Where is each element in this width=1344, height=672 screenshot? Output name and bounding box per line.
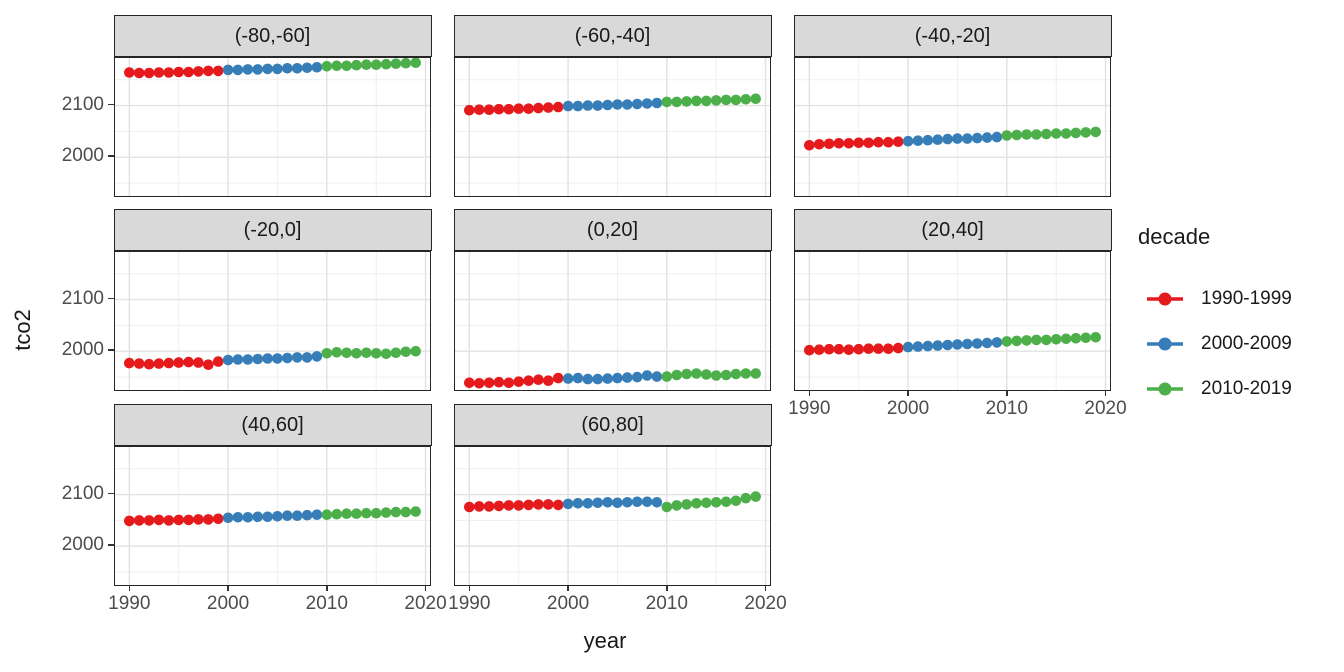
legend-key-icon xyxy=(1147,337,1183,351)
x-tick-mark xyxy=(128,585,131,591)
x-tick-label: 1990 xyxy=(448,593,491,614)
facet-plot-area xyxy=(114,58,430,196)
y-tick-mark xyxy=(108,492,114,495)
legend-entry: 1990-1999 xyxy=(1145,286,1292,312)
y-tick-label: 2000 xyxy=(61,339,104,361)
facet-panel xyxy=(113,251,431,391)
y-tick-label: 2100 xyxy=(61,93,104,115)
facet-panel xyxy=(453,57,771,197)
x-tick-label: 1990 xyxy=(788,398,831,419)
x-tick-label: 2000 xyxy=(886,398,930,419)
x-tick-mark xyxy=(1104,390,1107,396)
x-tick-label: 1990 xyxy=(108,593,151,614)
x-tick-mark xyxy=(808,390,811,396)
y-tick-label: 2100 xyxy=(61,482,104,504)
x-tick-mark xyxy=(764,585,767,591)
y-tick-mark xyxy=(108,103,114,106)
legend-entry: 2010-2019 xyxy=(1145,376,1292,402)
x-tick-mark xyxy=(567,585,569,591)
x-tick-mark xyxy=(468,585,471,591)
x-tick-mark xyxy=(1006,390,1008,396)
y-tick-mark xyxy=(108,349,114,351)
x-tick-mark xyxy=(907,390,909,396)
facet-strip-label: (-40,-20] xyxy=(793,15,1112,57)
facet-plot-area xyxy=(114,252,430,390)
facet-strip-label: (0,20] xyxy=(453,209,772,251)
legend-entry-label: 1990-1999 xyxy=(1201,288,1292,309)
facet-panel xyxy=(793,57,1111,197)
facet-plot-area xyxy=(114,447,430,585)
facet-strip-label: (-20,0] xyxy=(113,209,432,251)
x-tick-label: 2000 xyxy=(206,593,250,614)
facet-strip-label: (20,40] xyxy=(793,209,1112,251)
legend: decade 1990-1999 2000-2009 2010-2019 xyxy=(1128,220,1338,410)
facet-panel xyxy=(113,446,431,586)
y-axis-title: tco2 xyxy=(10,309,35,351)
x-tick-label: 2020 xyxy=(404,593,447,614)
y-tick-mark xyxy=(108,155,114,157)
facet-panel xyxy=(793,251,1111,391)
x-tick-mark xyxy=(227,585,229,591)
x-tick-label: 2010 xyxy=(305,593,348,614)
x-tick-mark xyxy=(424,585,427,591)
legend-key-icon xyxy=(1147,292,1183,306)
facet-strip-label: (40,60] xyxy=(113,404,432,446)
x-axis-title: year xyxy=(583,628,627,653)
x-tick-mark xyxy=(666,585,668,591)
facet-plot-area xyxy=(454,252,770,390)
legend-title: decade xyxy=(1138,224,1211,249)
facet-strip-label: (-60,-40] xyxy=(453,15,772,57)
x-tick-label: 2020 xyxy=(1084,398,1127,419)
y-tick-label: 2000 xyxy=(61,534,104,556)
y-tick-mark xyxy=(108,544,114,546)
y-tick-mark xyxy=(108,297,114,300)
legend-entry-label: 2010-2019 xyxy=(1201,378,1292,399)
facet-plot-area xyxy=(794,252,1110,390)
x-tick-label: 2010 xyxy=(645,593,688,614)
legend-entry: 2000-2009 xyxy=(1145,331,1292,357)
facet-panel xyxy=(453,251,771,391)
legend-entry-label: 2000-2009 xyxy=(1201,333,1292,354)
facet-plot-area xyxy=(794,58,1110,196)
facet-strip-label: (-80,-60] xyxy=(113,15,432,57)
x-tick-mark xyxy=(326,585,328,591)
facet-panel xyxy=(113,57,431,197)
y-tick-label: 2000 xyxy=(61,145,104,167)
y-tick-label: 2100 xyxy=(61,287,104,309)
x-tick-label: 2020 xyxy=(744,593,787,614)
facet-panel xyxy=(453,446,771,586)
facet-plot-area xyxy=(454,447,770,585)
x-tick-label: 2010 xyxy=(985,398,1028,419)
legend-key-icon xyxy=(1147,382,1183,396)
facet-plot-area xyxy=(454,58,770,196)
x-tick-label: 2000 xyxy=(546,593,590,614)
facet-strip-label: (60,80] xyxy=(453,404,772,446)
